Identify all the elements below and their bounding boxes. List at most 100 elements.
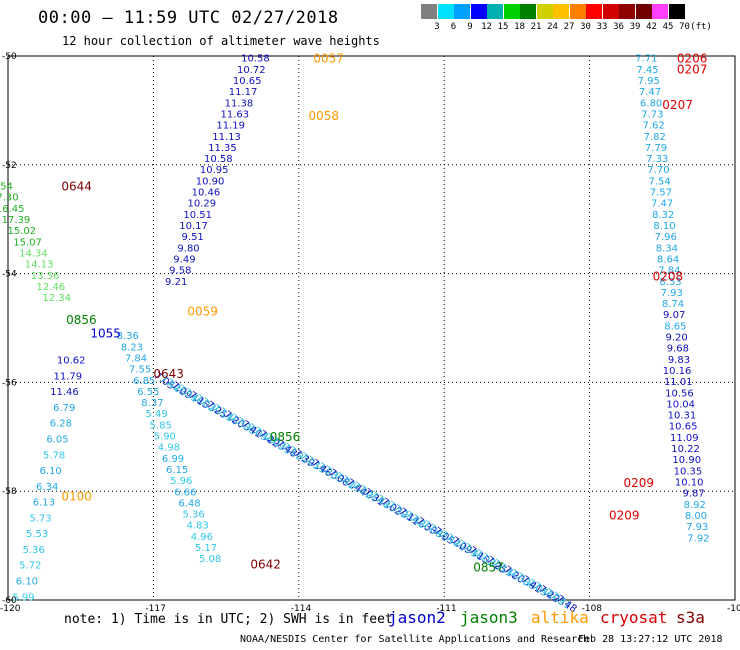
swh-value: 7.82 [644,132,666,143]
swh-value: 9.20 [665,333,687,344]
swh-value: 9.83 [668,355,690,366]
swh-value: 10.10 [675,477,704,488]
swh-value: 11.63 [220,109,249,120]
swh-value: 5.90 [154,432,176,443]
lat-tick-label: -60 [2,596,17,606]
swh-value: 9.21 [165,277,187,288]
swh-value: 6.79 [53,403,75,414]
legend-cryosat: cryosat [600,608,668,627]
swh-value: 7.57 [650,188,672,199]
scale-label: 12 [481,22,492,32]
pass-time-label: 0209 [609,509,640,523]
pass-time-label: 0644 [61,180,92,194]
swh-value: 5.08 [199,554,221,565]
swh-value: 15.02 [7,226,36,237]
swh-value: 6.48 [178,498,200,509]
pass-time-label: 0100 [61,490,92,504]
swh-value: 5.85 [150,420,172,431]
pass-time-label: 0208 [653,269,684,283]
footer-note: note: 1) Time is in UTC; 2) SWH is in fe… [64,612,393,627]
swh-value: 7.54 [649,176,671,187]
scale-label: 70 [679,22,690,32]
swh-value: 10.31 [668,411,697,422]
swh-value: 7.55 [129,365,151,376]
swh-value: 12.46 [37,282,66,293]
pass-time-label: 1055 [90,326,121,340]
swh-value: 10.46 [192,188,221,199]
scale-swatch [668,4,685,19]
swh-value: 8.64 [657,254,679,265]
pass-time-label: 0057 [313,52,344,66]
swh-value: 10.65 [233,76,262,87]
scale-label: 24 [547,22,558,32]
pass-time-label: 0059 [187,305,218,319]
swh-value: 8.00 [685,511,707,522]
credit-line: NOAA/NESDIS Center for Satellite Applica… [240,634,590,645]
swh-value: 10.95 [200,165,229,176]
lon-tick-label: -117 [145,604,165,614]
pass-time-label: 0642 [250,558,281,572]
scale-label: 45 [662,22,674,32]
swh-value: 14.13 [25,260,54,271]
swh-value: 7.73 [641,109,663,120]
swh-value: 5.96 [170,476,192,487]
swh-value: 6.80 [640,98,662,109]
swh-value: 7.62 [642,121,664,132]
scale-label: 42 [646,22,657,32]
pass-time-label: 0856 [270,430,301,444]
swh-value: 5.73 [29,513,51,524]
lat-tick-label: -58 [2,487,17,497]
swh-value: 8.65 [664,321,686,332]
generated-timestamp: Feb 28 13:27:12 UTC 2018 [578,634,723,645]
swh-value: 5.99 [12,592,34,603]
swh-value: 6.10 [40,466,62,477]
swh-value: 4.98 [158,443,180,454]
swh-value: 16.54 [0,182,13,193]
swh-value: 10.62 [57,356,86,367]
map-frame [7,55,736,601]
swh-value: 8.23 [121,342,143,353]
scale-swatch [520,4,536,19]
swh-value: 17.30 [0,193,19,204]
swh-value: 12.34 [42,293,71,304]
scale-label: 36 [613,22,624,32]
swh-value: 9.07 [663,310,685,321]
scale-label: 33 [596,22,608,32]
scale-swatch [619,4,635,19]
scale-label: 27 [563,22,575,32]
scale-label: 15 [497,22,509,32]
scale-swatch [569,4,586,19]
swh-value: 5.72 [19,561,41,572]
legend-jason3: jason3 [460,608,518,627]
scale-label: 30 [580,22,591,32]
swh-value: 6.66 [174,487,196,498]
swh-value: 7.84 [125,353,147,364]
swh-value: 11.01 [664,377,693,388]
lat-tick-label: -52 [2,161,17,171]
swh-value: 7.47 [651,199,673,210]
swh-value: 7.92 [687,533,709,544]
swh-value: 9.80 [177,243,199,254]
swh-value: 4.96 [191,532,213,543]
swh-value: 11.09 [670,433,699,444]
swh-value: 6.99 [162,454,184,465]
swh-value: 11.17 [229,87,258,98]
scale-swatch [421,4,437,19]
pass-time-label: 0207 [662,98,693,112]
scale-label: (ft) [690,22,712,32]
swh-value: 7.84 [658,266,680,277]
swh-value: 6.28 [50,419,72,430]
page-subtitle: 12 hour collection of altimeter wave hei… [62,34,380,48]
swh-value: 17.39 [2,215,31,226]
swh-value: 7.45 [636,65,658,76]
swh-value: 10.35 [674,466,703,477]
swh-value: 11.19 [216,121,245,132]
lon-tick-label: -105 [727,604,740,614]
swh-value: 11.13 [212,132,241,143]
swh-value: 9.68 [667,344,689,355]
swh-value: 10.04 [666,399,695,410]
scale-swatch [586,4,602,19]
lat-lon-grid [8,56,735,600]
lat-tick-label: -56 [2,378,17,388]
scale-swatch [487,4,503,19]
